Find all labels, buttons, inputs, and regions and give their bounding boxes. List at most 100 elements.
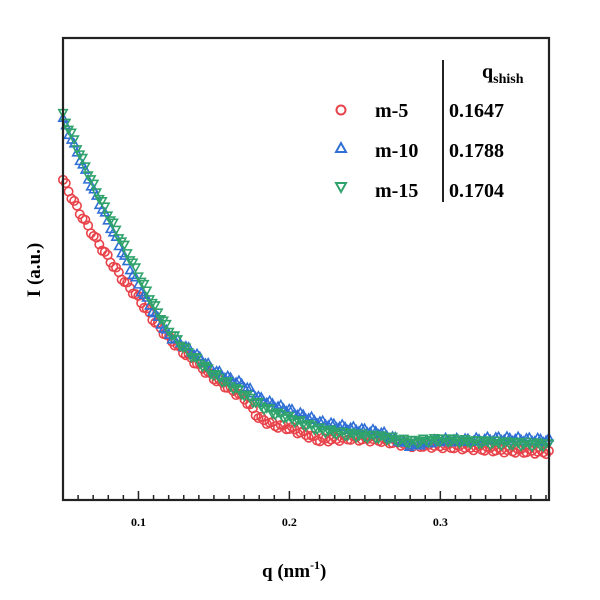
data-point-m-15 [127,258,139,269]
data-point-m-5 [284,424,295,435]
data-point-m-15 [490,436,502,447]
data-point-m-15 [188,352,200,363]
data-point-m-5 [69,195,80,206]
legend-header: qshish [482,61,524,87]
legend-value-m10: 0.1788 [449,140,504,162]
data-point-m-15 [138,279,150,290]
x-ticks: 0.1 0.2 0.3 [77,491,547,529]
data-point-m-15 [141,286,153,297]
data-point-m-15 [191,353,203,364]
data-point-m-5 [66,193,77,204]
data-point-m-15 [303,419,315,430]
data-point-m-15 [152,308,164,319]
data-point-m-5 [303,432,314,443]
data-point-m-15 [205,370,217,381]
data-point-m-15 [420,436,432,447]
data-point-m-15 [451,436,463,447]
legend-marker-triangle-down [334,182,348,195]
plot-frame [61,36,551,502]
x-tick-label: 0.2 [282,515,297,529]
legend-label-m5: m-5 [375,100,408,122]
data-point-m-15 [462,438,474,449]
data-point-m-5 [71,200,82,211]
data-point-m-10 [141,291,153,302]
data-point-m-10 [130,271,142,282]
data-point-m-15 [65,128,77,139]
data-point-m-15 [93,194,105,205]
data-point-m-15 [110,225,122,236]
legend-label-m10: m-10 [375,140,418,162]
legend-value-m5: 0.1647 [449,100,504,122]
data-point-m-15 [230,383,242,394]
data-point-m-15 [386,432,399,443]
data-point-m-15 [448,434,460,445]
data-point-m-15 [389,435,401,446]
data-point-m-15 [99,202,111,213]
legend-label-m15: m-15 [375,180,418,202]
data-point-m-15 [359,432,371,443]
data-point-m-15 [79,162,91,173]
data-point-m-15 [199,361,211,372]
data-point-m-15 [135,277,147,288]
x-tick-label: 0.1 [131,515,146,529]
data-point-m-15 [266,409,278,420]
data-point-m-15 [124,256,136,267]
data-point-m-15 [345,428,357,439]
legend: qshish m-5 0.1647 m-10 0.1788 m-15 0.170… [334,60,524,202]
data-point-m-15 [493,439,505,450]
data-point-m-10 [76,158,89,169]
data-point-m-15 [264,404,276,415]
data-point-m-15 [121,249,133,260]
data-point-m-15 [272,408,284,419]
legend-marker-triangle-up [334,140,348,153]
data-point-m-5 [80,214,91,225]
data-point-m-10 [124,264,136,275]
x-tick-label: 0.3 [433,515,448,529]
data-point-m-5 [60,178,71,189]
data-point-m-15 [146,298,158,309]
data-point-m-15 [222,377,234,388]
data-point-m-15 [149,301,161,312]
data-point-m-15 [76,153,89,164]
data-point-m-15 [160,319,172,330]
data-point-m-15 [155,314,167,325]
data-point-m-15 [314,423,326,434]
legend-marker-circle [335,104,347,116]
data-point-m-15 [88,179,100,190]
data-point-m-15 [90,188,103,199]
data-point-m-15 [183,348,195,359]
data-point-m-15 [107,218,119,229]
data-point-m-15 [132,272,144,283]
data-point-m-10 [71,146,83,157]
x-axis-title: q (nm-1) [262,558,326,582]
data-point-m-5 [94,239,105,250]
data-point-m-15 [236,390,248,401]
data-point-m-5 [116,274,127,285]
data-point-m-10 [177,341,189,352]
legend-value-m15: 0.1704 [449,180,504,202]
data-point-m-15 [297,420,309,431]
data-point-m-15 [202,364,214,375]
data-point-m-15 [244,393,256,404]
data-point-m-5 [99,246,110,257]
y-axis-title: I (a.u.) [24,243,45,297]
data-point-m-15 [68,135,80,146]
data-point-m-15 [96,197,108,208]
data-point-m-15 [71,145,83,156]
data-point-m-15 [233,385,245,396]
data-point-m-10 [82,173,94,184]
data-point-m-15 [375,431,387,442]
data-point-m-15 [171,335,184,346]
data-point-m-15 [328,428,340,439]
data-point-m-15 [104,216,117,227]
data-point-m-15 [180,343,192,354]
data-point-m-15 [523,440,535,451]
data-point-m-15 [130,263,142,274]
data-point-m-15 [63,125,75,136]
data-point-m-5 [122,277,133,288]
data-point-m-10 [110,230,122,241]
data-point-m-15 [118,240,130,251]
data-point-m-15 [520,437,533,448]
data-point-m-15 [102,211,114,222]
